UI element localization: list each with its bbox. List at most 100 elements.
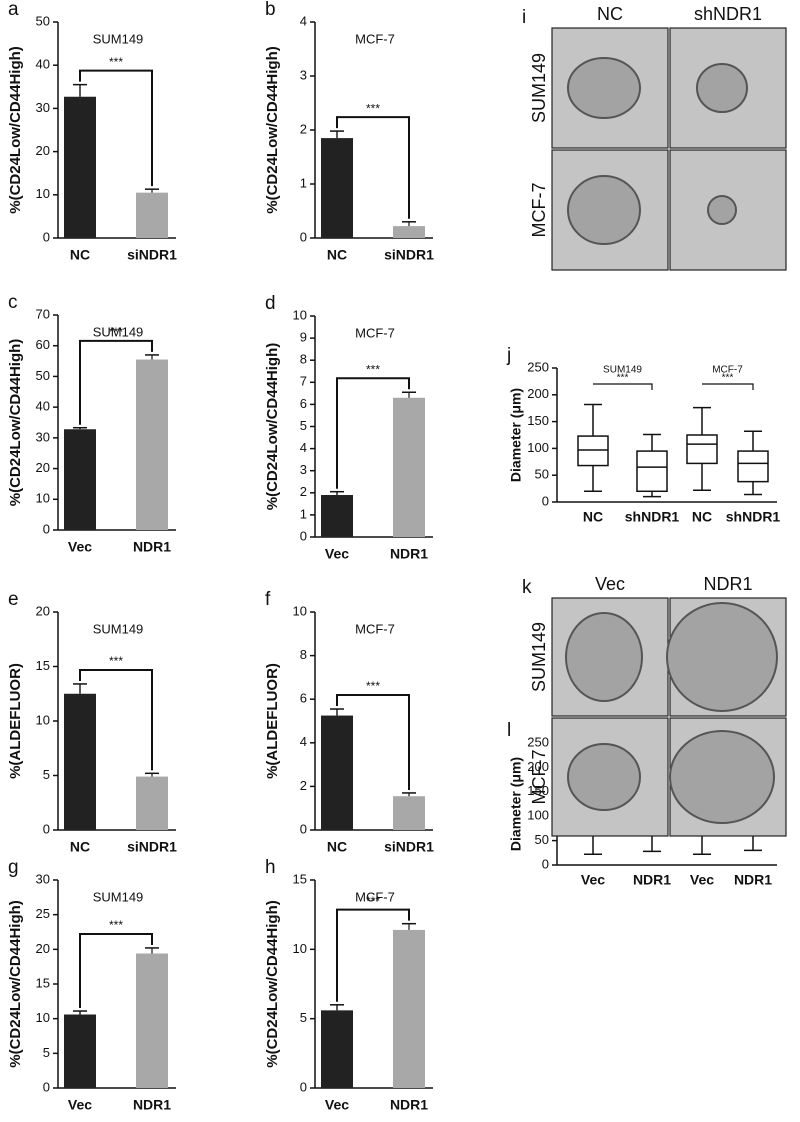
y-tick-label: 150 xyxy=(527,783,549,798)
row-label: SUM149 xyxy=(529,622,549,692)
column-label: NDR1 xyxy=(703,574,752,594)
chart-title: SUM149 xyxy=(93,889,144,904)
y-tick-label: 10 xyxy=(36,186,50,201)
chart-title: MCF-7 xyxy=(355,889,395,904)
x-tick-label: NDR1 xyxy=(734,872,772,888)
y-tick-label: 2 xyxy=(300,484,307,499)
significance-label: *** xyxy=(366,894,380,908)
x-tick-label: NC xyxy=(70,247,90,263)
y-axis-label: %(CD24Low/CD44High) xyxy=(264,900,281,1068)
x-tick-label: NDR1 xyxy=(133,539,171,555)
x-tick-label: siNDR1 xyxy=(384,839,434,855)
panel-letter: k xyxy=(522,577,532,598)
chart-title: SUM149 xyxy=(93,621,144,636)
chart-title: SUM149 xyxy=(93,324,144,339)
y-tick-label: 50 xyxy=(36,13,50,28)
significance-label: *** xyxy=(109,55,123,69)
y-axis-label: %(CD24Low/CD44High) xyxy=(264,343,281,511)
spheroid xyxy=(666,602,778,712)
micrograph xyxy=(669,27,787,149)
bar xyxy=(136,192,168,238)
y-tick-label: 8 xyxy=(300,352,307,367)
spheroid xyxy=(567,743,641,811)
y-tick-label: 50 xyxy=(535,832,549,847)
x-tick-label: siNDR1 xyxy=(127,839,177,855)
significance-label: *** xyxy=(109,918,123,932)
spheroid xyxy=(565,612,643,702)
y-tick-label: 250 xyxy=(527,734,549,749)
y-tick-label: 4 xyxy=(300,13,307,28)
y-axis-label: Diameter (μm) xyxy=(508,757,524,851)
bar xyxy=(64,96,96,239)
y-tick-label: 6 xyxy=(300,396,307,411)
y-tick-label: 30 xyxy=(36,871,50,886)
y-tick-label: 10 xyxy=(293,603,307,618)
bar xyxy=(321,138,353,238)
significance-bracket xyxy=(336,694,410,790)
y-tick-label: 60 xyxy=(36,337,50,352)
y-tick-label: 25 xyxy=(36,906,50,921)
y-tick-label: 10 xyxy=(36,712,50,727)
spheroid xyxy=(707,195,737,225)
bar xyxy=(136,359,168,530)
y-tick-label: 0 xyxy=(43,229,50,244)
y-axis-label: %(CD24Low/CD44High) xyxy=(7,46,24,214)
y-tick-label: 0 xyxy=(300,229,307,244)
y-tick-label: 50 xyxy=(535,467,549,482)
bar xyxy=(136,776,168,830)
panel-letter: e xyxy=(8,589,19,610)
y-tick-label: 1 xyxy=(300,175,307,190)
significance-label: *** xyxy=(366,679,380,693)
panel-letter: b xyxy=(265,0,276,20)
spheroid xyxy=(567,175,641,245)
y-tick-label: 20 xyxy=(36,460,50,475)
y-tick-label: 20 xyxy=(36,143,50,158)
y-tick-label: 3 xyxy=(300,67,307,82)
panel-letter: i xyxy=(522,7,526,28)
y-tick-label: 10 xyxy=(36,491,50,506)
y-tick-label: 0 xyxy=(542,493,549,508)
panel-letter: a xyxy=(8,0,19,20)
y-tick-label: 5 xyxy=(43,1045,50,1060)
y-tick-label: 10 xyxy=(293,941,307,956)
y-tick-label: 5 xyxy=(300,418,307,433)
significance-label: *** xyxy=(109,654,123,668)
y-tick-label: 70 xyxy=(36,306,50,321)
bar xyxy=(64,429,96,530)
chart-title: MCF-7 xyxy=(355,621,395,636)
significance-bracket xyxy=(593,383,653,390)
y-tick-label: 4 xyxy=(300,734,307,749)
x-tick-label: NC xyxy=(327,839,347,855)
x-tick-label: NDR1 xyxy=(633,872,671,888)
y-tick-label: 15 xyxy=(36,658,50,673)
y-tick-label: 5 xyxy=(300,1010,307,1025)
panel-letter: l xyxy=(507,720,511,741)
x-tick-label: siNDR1 xyxy=(384,247,434,263)
y-tick-label: 20 xyxy=(36,941,50,956)
y-axis-label: %(ALDEFLUOR) xyxy=(7,663,24,779)
column-label: NC xyxy=(597,4,623,24)
bar xyxy=(393,397,425,537)
group-label: MCF-7 xyxy=(712,365,743,376)
panel-letter: f xyxy=(265,589,271,610)
bar xyxy=(136,953,168,1088)
box xyxy=(686,434,718,465)
bar xyxy=(321,495,353,537)
significance-bracket xyxy=(79,932,153,1009)
y-axis-label: %(CD24Low/CD44High) xyxy=(264,46,281,214)
bar xyxy=(393,226,425,238)
panel-letter: d xyxy=(265,293,276,314)
x-tick-label: Vec xyxy=(690,872,714,888)
y-tick-label: 0 xyxy=(43,521,50,536)
x-tick-label: NDR1 xyxy=(390,546,428,562)
y-tick-label: 20 xyxy=(36,603,50,618)
y-tick-label: 2 xyxy=(300,121,307,136)
box xyxy=(737,450,769,483)
row-label: SUM149 xyxy=(529,53,549,123)
y-tick-label: 9 xyxy=(300,330,307,345)
box xyxy=(577,435,609,467)
x-tick-label: NC xyxy=(327,247,347,263)
significance-bracket xyxy=(702,383,754,390)
y-axis-label: Diameter (μm) xyxy=(508,388,524,482)
y-tick-label: 2 xyxy=(300,778,307,793)
